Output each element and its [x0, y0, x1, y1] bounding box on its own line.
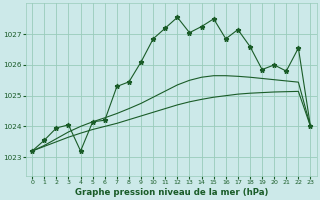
X-axis label: Graphe pression niveau de la mer (hPa): Graphe pression niveau de la mer (hPa) [75, 188, 268, 197]
